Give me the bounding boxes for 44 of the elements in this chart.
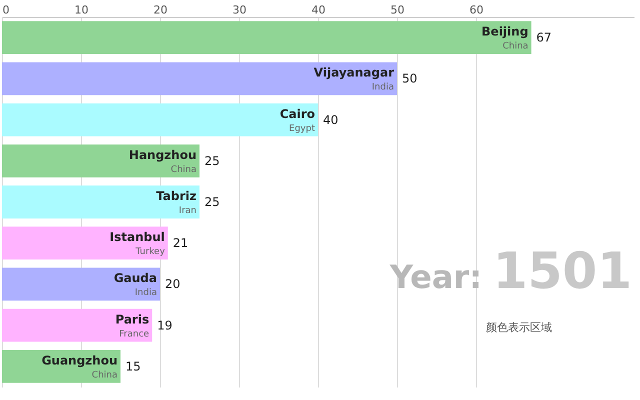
bar bbox=[2, 62, 397, 96]
x-tick-label: 20 bbox=[154, 4, 168, 16]
annotation: Iran bbox=[178, 206, 196, 216]
y-tick-label: Istanbul bbox=[110, 230, 165, 244]
data-label: 25 bbox=[204, 195, 220, 209]
data-label: 21 bbox=[172, 236, 188, 250]
y-tick-label: Gauda bbox=[114, 271, 157, 286]
bar bbox=[2, 21, 532, 54]
data-label: 19 bbox=[157, 318, 172, 332]
annotation: China bbox=[92, 370, 118, 380]
y-tick-label: Vijayanagar bbox=[314, 66, 394, 80]
x-tick-label: 50 bbox=[390, 4, 404, 16]
x-tick-label: 60 bbox=[470, 4, 484, 16]
data-label: 50 bbox=[402, 72, 418, 86]
annotation: China bbox=[502, 42, 528, 52]
data-label: 20 bbox=[165, 277, 180, 292]
annotation: 颜色表示区域 bbox=[486, 321, 552, 334]
annotation: India bbox=[134, 288, 157, 298]
bar bbox=[2, 144, 200, 178]
bar bbox=[2, 268, 160, 301]
x-tick-label: 0 bbox=[2, 4, 10, 16]
annotation: France bbox=[119, 329, 150, 340]
annotation: Year: bbox=[388, 258, 482, 296]
x-tick-label: 40 bbox=[312, 4, 326, 16]
y-tick-label: Tabriz bbox=[156, 189, 197, 203]
bar bbox=[2, 226, 168, 260]
y-tick-label: Beijing bbox=[482, 24, 528, 39]
annotation: Turkey bbox=[134, 247, 166, 258]
y-tick-label: Hangzhou bbox=[128, 148, 196, 162]
annotation: India bbox=[372, 82, 394, 93]
bar bbox=[2, 186, 200, 218]
annotation: China bbox=[170, 164, 196, 175]
x-tick-label: 10 bbox=[74, 4, 88, 16]
data-label: 25 bbox=[204, 154, 220, 168]
data-label: 15 bbox=[126, 359, 141, 374]
y-tick-label: Cairo bbox=[280, 106, 315, 121]
data-label: 67 bbox=[536, 30, 552, 45]
y-tick-label: Guangzhou bbox=[42, 353, 118, 368]
annotation: Egypt bbox=[289, 124, 316, 134]
data-label: 40 bbox=[323, 112, 338, 127]
y-tick-label: Paris bbox=[115, 312, 150, 326]
bar bbox=[2, 103, 318, 136]
x-tick-label: 30 bbox=[232, 4, 246, 16]
bar bbox=[2, 308, 152, 342]
